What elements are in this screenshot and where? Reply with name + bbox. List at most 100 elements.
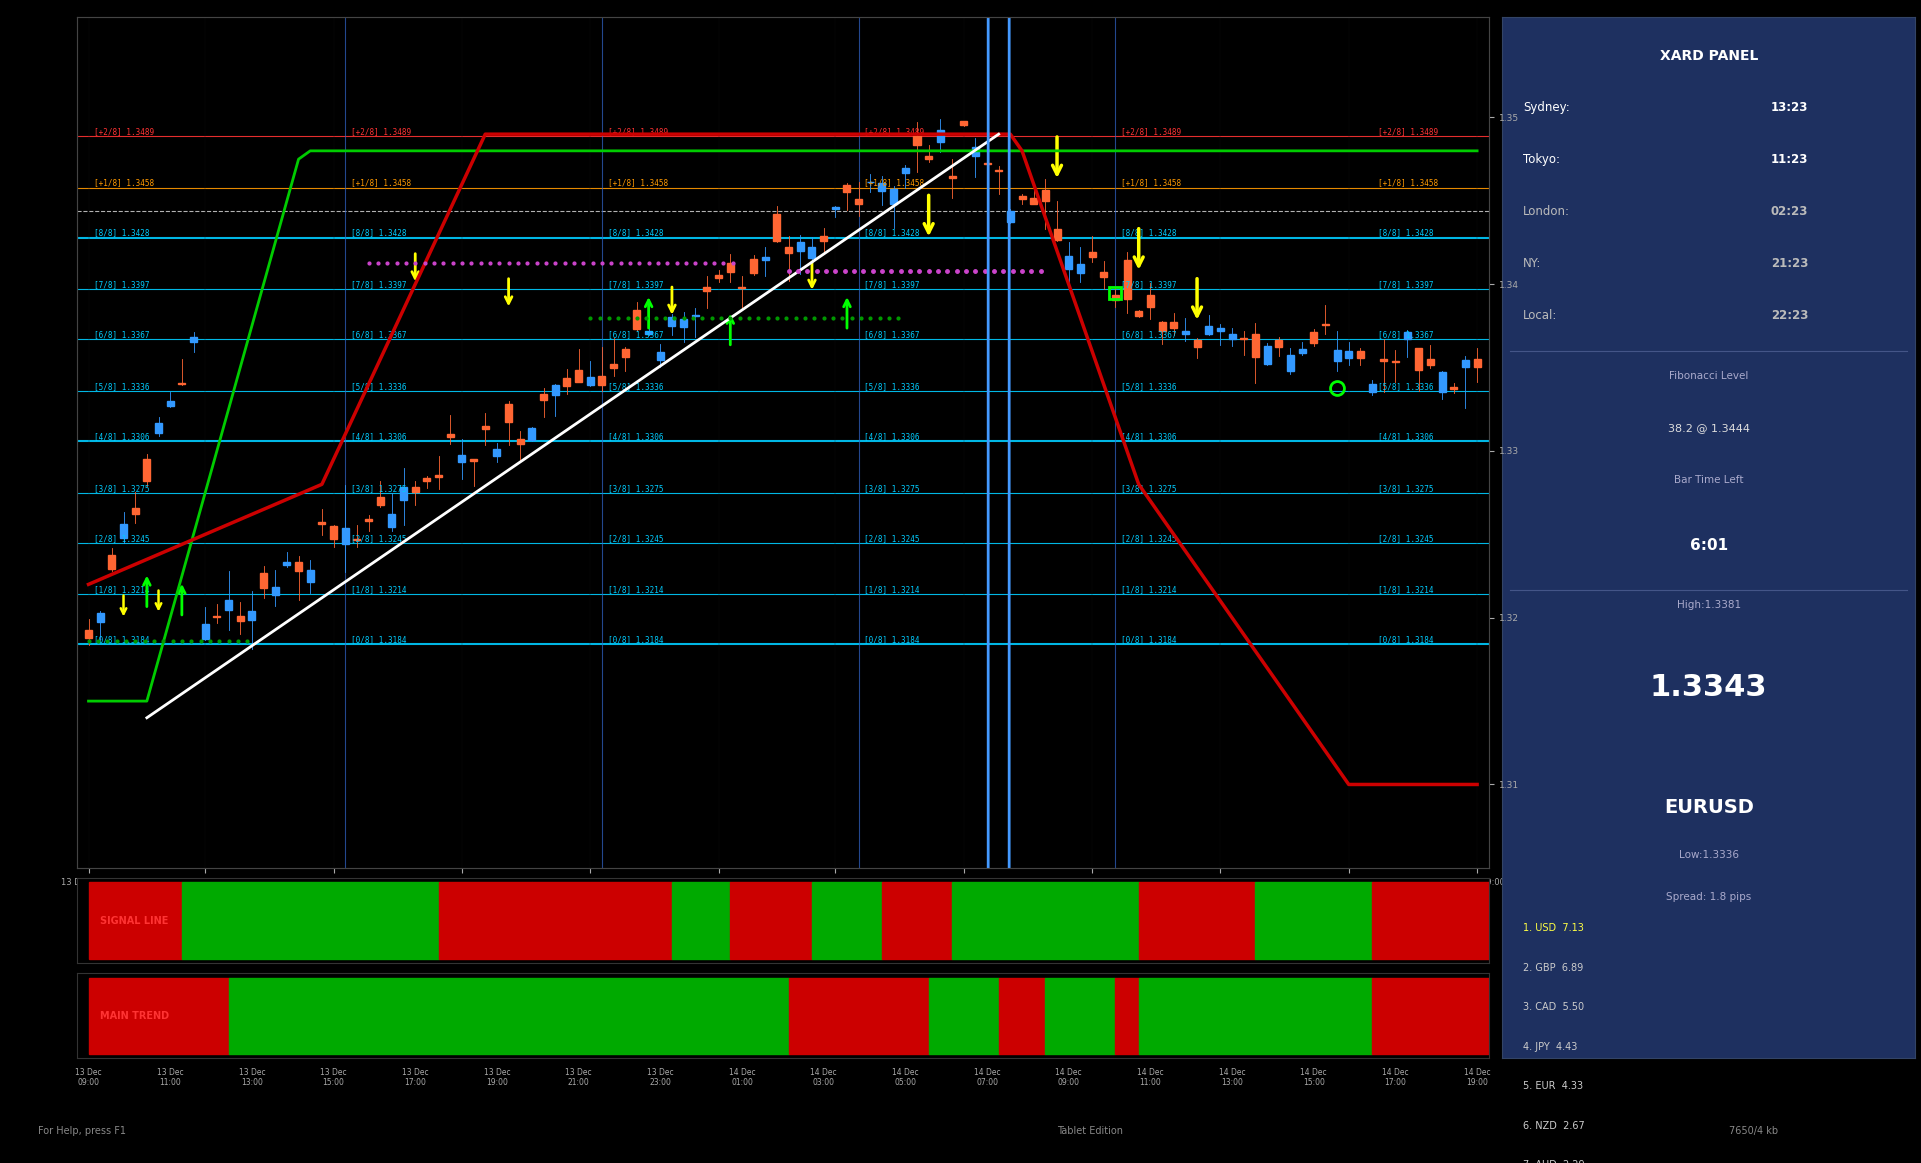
Bar [774, 214, 780, 242]
Text: [4/8] 1.3306: [4/8] 1.3306 [1377, 431, 1433, 441]
Bar [1007, 211, 1014, 222]
Bar [365, 519, 373, 521]
Bar [319, 522, 325, 525]
Text: [4/8] 1.3306: [4/8] 1.3306 [607, 431, 663, 441]
Text: [7/8] 1.3397: [7/8] 1.3397 [607, 280, 663, 290]
Text: [2/8] 1.3245: [2/8] 1.3245 [94, 534, 150, 543]
Bar [532, 883, 672, 958]
Bar [972, 147, 980, 156]
Bar [1053, 229, 1060, 240]
Bar [820, 236, 828, 241]
Text: [2/8] 1.3245: [2/8] 1.3245 [1122, 534, 1178, 543]
Text: Bar Time Left: Bar Time Left [1673, 476, 1744, 485]
Text: 6:01: 6:01 [1690, 537, 1727, 552]
Bar [928, 978, 999, 1054]
Bar [813, 883, 882, 958]
Text: NY:: NY: [1523, 257, 1541, 270]
Bar [645, 331, 651, 334]
Text: [4/8] 1.3306: [4/8] 1.3306 [352, 431, 407, 441]
Text: [+1/8] 1.3458: [+1/8] 1.3458 [1122, 179, 1181, 187]
Bar [672, 883, 730, 958]
Text: MAIN TREND: MAIN TREND [100, 1011, 169, 1021]
Bar [377, 498, 384, 505]
Text: [+1/8] 1.3458: [+1/8] 1.3458 [607, 179, 669, 187]
Bar [400, 486, 407, 500]
Bar [133, 508, 138, 514]
Bar [1030, 198, 1037, 204]
Text: [5/8] 1.3336: [5/8] 1.3336 [1377, 381, 1433, 391]
Text: Low:1.3336: Low:1.3336 [1679, 850, 1739, 861]
Text: [5/8] 1.3336: [5/8] 1.3336 [607, 381, 663, 391]
Bar [882, 883, 953, 958]
Bar [1112, 295, 1118, 300]
Bar [342, 528, 350, 544]
Text: [+1/8] 1.3458: [+1/8] 1.3458 [352, 179, 411, 187]
Bar [353, 538, 361, 541]
Bar [1135, 311, 1143, 316]
Text: [7/8] 1.3397: [7/8] 1.3397 [94, 280, 150, 290]
Bar [96, 613, 104, 622]
Bar [202, 623, 209, 640]
Bar [1216, 328, 1224, 330]
Bar [434, 475, 442, 478]
Bar [482, 426, 488, 429]
Bar [1018, 195, 1026, 199]
Bar [1256, 883, 1372, 958]
Bar [1372, 883, 1489, 958]
Text: [6/8] 1.3367: [6/8] 1.3367 [1377, 330, 1433, 340]
Bar [88, 883, 182, 958]
Text: [5/8] 1.3336: [5/8] 1.3336 [864, 381, 920, 391]
Bar [809, 247, 816, 258]
Bar [225, 600, 232, 611]
Bar [843, 185, 851, 192]
Text: 1.3343: 1.3343 [1650, 673, 1767, 702]
Text: [+2/8] 1.3489: [+2/8] 1.3489 [1122, 127, 1181, 136]
Text: [0/8] 1.3184: [0/8] 1.3184 [1122, 635, 1178, 644]
Bar [1299, 349, 1306, 354]
Bar [551, 385, 559, 395]
Bar [1427, 358, 1433, 365]
Text: [7/8] 1.3397: [7/8] 1.3397 [1377, 280, 1433, 290]
Bar [901, 169, 909, 172]
Bar [574, 371, 582, 381]
Text: XARD PANEL: XARD PANEL [1660, 49, 1758, 63]
Bar [190, 337, 198, 342]
Text: 7. AUD  2.29: 7. AUD 2.29 [1523, 1161, 1585, 1163]
Text: For Help, press F1: For Help, press F1 [38, 1126, 127, 1136]
Text: [1/8] 1.3214: [1/8] 1.3214 [352, 585, 407, 594]
Text: [+2/8] 1.3489: [+2/8] 1.3489 [352, 127, 411, 136]
Text: [3/8] 1.3275: [3/8] 1.3275 [1122, 484, 1178, 493]
Text: [6/8] 1.3367: [6/8] 1.3367 [352, 330, 407, 340]
Text: 2. GBP  6.89: 2. GBP 6.89 [1523, 963, 1583, 972]
Text: [1/8] 1.3214: [1/8] 1.3214 [1122, 585, 1178, 594]
Bar [423, 478, 430, 480]
Text: [4/8] 1.3306: [4/8] 1.3306 [1122, 431, 1178, 441]
Bar [307, 570, 313, 583]
Bar [1439, 371, 1447, 392]
Bar [949, 177, 955, 178]
Text: [2/8] 1.3245: [2/8] 1.3245 [607, 534, 663, 543]
Bar [634, 311, 640, 329]
Bar [156, 423, 161, 433]
Text: [+2/8] 1.3489: [+2/8] 1.3489 [94, 127, 154, 136]
Bar [1356, 351, 1364, 358]
Bar [1333, 350, 1341, 361]
Bar [459, 455, 465, 462]
Bar [937, 130, 943, 142]
Text: [7/8] 1.3397: [7/8] 1.3397 [1122, 280, 1178, 290]
Text: [5/8] 1.3336: [5/8] 1.3336 [352, 381, 407, 391]
Bar [1310, 333, 1318, 343]
Text: [6/8] 1.3367: [6/8] 1.3367 [1122, 330, 1178, 340]
Text: [6/8] 1.3367: [6/8] 1.3367 [864, 330, 920, 340]
Text: 4. JPY  4.43: 4. JPY 4.43 [1523, 1042, 1577, 1051]
Bar [438, 883, 532, 958]
Bar [1101, 272, 1106, 277]
Text: Local:: Local: [1523, 309, 1558, 322]
Bar [248, 611, 255, 620]
Bar [749, 259, 757, 273]
Text: [0/8] 1.3184: [0/8] 1.3184 [1377, 635, 1433, 644]
Text: [5/8] 1.3336: [5/8] 1.3336 [1122, 381, 1178, 391]
Bar [284, 562, 290, 565]
Bar [1264, 345, 1270, 364]
Bar [599, 376, 605, 385]
